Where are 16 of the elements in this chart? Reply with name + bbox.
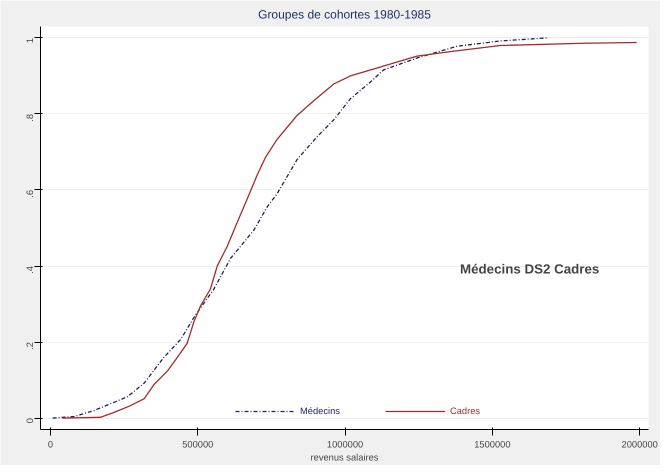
y-tick-label: .6 [25, 190, 35, 198]
x-tick-label: 1000000 [326, 440, 364, 450]
y-tick-label: 1 [25, 38, 35, 44]
x-tick-label: 500000 [182, 440, 214, 450]
x-tick-label: 2000000 [622, 440, 658, 450]
x-tick-label: 0 [48, 440, 54, 450]
y-tick-label: .8 [25, 114, 35, 122]
text: Médecins [300, 406, 340, 416]
y-tick-label: .4 [25, 266, 35, 274]
y-tick-label: .2 [25, 342, 35, 350]
x-axis-title: revenus salaires [310, 452, 379, 462]
y-tick-label: 0 [25, 418, 35, 424]
x-tick-label: 1500000 [474, 440, 511, 450]
text: Cadres [450, 406, 480, 416]
chart-title: Groupes de cohortes 1980-1985 [258, 8, 432, 22]
annotation: Médecins DS2 Cadres [460, 261, 600, 276]
